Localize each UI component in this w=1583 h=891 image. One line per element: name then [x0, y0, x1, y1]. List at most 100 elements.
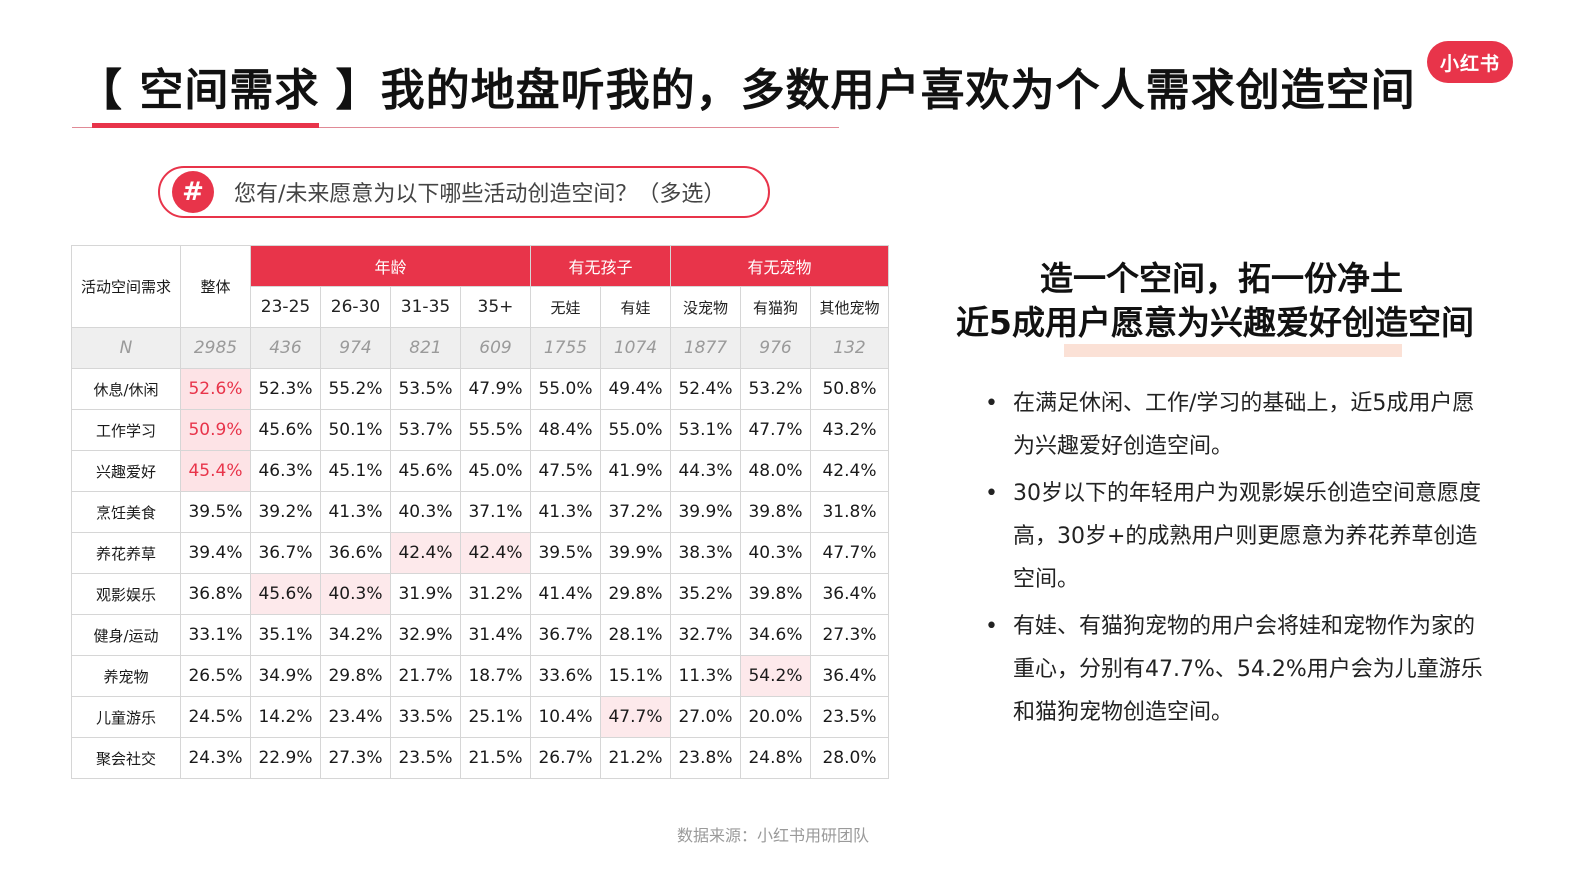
table-cell: 23.5%: [390, 737, 461, 779]
table-cell: 26.7%: [530, 737, 601, 779]
table-cell: 45.6%: [250, 573, 321, 615]
table-cell: 37.1%: [460, 491, 531, 533]
table-cell: 44.3%: [670, 450, 741, 492]
table-cell: 29.8%: [600, 573, 671, 615]
table-cell: 39.9%: [600, 532, 671, 574]
row-label: 兴趣爱好: [71, 450, 181, 492]
table-cell: 29.8%: [320, 655, 391, 697]
insight-subheadline: 近5成用户愿意为兴趣爱好创造空间: [956, 303, 1474, 342]
table-cell: 39.9%: [670, 491, 741, 533]
table-cell: 50.8%: [810, 368, 889, 410]
table-cell: 31.2%: [460, 573, 531, 615]
table-cell: 47.9%: [460, 368, 531, 410]
table-cell: 40.3%: [740, 532, 811, 574]
table-cell: 38.3%: [670, 532, 741, 574]
table-cell: 1755: [530, 327, 601, 369]
subheader: 26-30: [320, 286, 391, 328]
table-cell: 41.3%: [530, 491, 601, 533]
group-header-kids: 有无孩子: [530, 245, 671, 287]
table-cell: 2985: [180, 327, 251, 369]
table-cell: 45.4%: [180, 450, 251, 492]
bullet-icon: •: [985, 391, 998, 416]
list-item: • 30岁以下的年轻用户为观影娱乐创造空间意愿度高，30岁+的成熟用户则更愿意为…: [985, 472, 1505, 601]
group-header-age: 年龄: [250, 245, 531, 287]
row-label: 养花养草: [71, 532, 181, 574]
table-cell: 53.1%: [670, 409, 741, 451]
table-cell: 34.9%: [250, 655, 321, 697]
table-cell: 436: [250, 327, 321, 369]
table-cell: 20.0%: [740, 696, 811, 738]
table-cell: 41.3%: [320, 491, 391, 533]
sample-size-row: N 2985 436 974 821 609 1755 1074 1877 97…: [71, 327, 889, 369]
table-cell: 35.1%: [250, 614, 321, 656]
table-cell: 21.5%: [460, 737, 531, 779]
table-cell: 37.2%: [600, 491, 671, 533]
table-cell: 21.2%: [600, 737, 671, 779]
table-cell: 36.7%: [250, 532, 321, 574]
table-cell: 22.9%: [250, 737, 321, 779]
table-cell: 47.7%: [810, 532, 889, 574]
table-cell: 55.2%: [320, 368, 391, 410]
overall-header: 整体: [180, 245, 251, 328]
table-cell: 39.8%: [740, 491, 811, 533]
row-label: 工作学习: [71, 409, 181, 451]
table-cell: 39.8%: [740, 573, 811, 615]
table-row: 养宠物 26.5% 34.9% 29.8% 21.7% 18.7% 33.6% …: [71, 655, 889, 697]
survey-table: 活动空间需求 整体 年龄 有无孩子 有无宠物 23-25 26-30 31-35…: [71, 245, 889, 779]
table-cell: 36.7%: [530, 614, 601, 656]
table-cell: 31.4%: [460, 614, 531, 656]
table-cell: 45.0%: [460, 450, 531, 492]
bullet-text: 在满足休闲、工作/学习的基础上，近5成用户愿为兴趣爱好创造空间。: [1013, 391, 1475, 459]
hashtag-icon: #: [172, 171, 214, 213]
table-cell: 132: [810, 327, 889, 369]
survey-question: # 您有/未来愿意为以下哪些活动创造空间？（多选）: [158, 166, 770, 218]
page-title: 【 空间需求 】我的地盘听我的，多数用户喜欢为个人需求创造空间: [78, 65, 1416, 116]
table-cell: 55.0%: [600, 409, 671, 451]
table-cell: 41.9%: [600, 450, 671, 492]
table-cell: 14.2%: [250, 696, 321, 738]
table-cell: 55.0%: [530, 368, 601, 410]
table-cell: 39.4%: [180, 532, 251, 574]
table-row: 儿童游乐 24.5% 14.2% 23.4% 33.5% 25.1% 10.4%…: [71, 696, 889, 738]
subheader: 35+: [460, 286, 531, 328]
table-cell: 609: [460, 327, 531, 369]
table-cell: 50.9%: [180, 409, 251, 451]
table-cell: N: [71, 327, 181, 369]
bullet-text: 有娃、有猫狗宠物的用户会将娃和宠物作为家的重心，分别有47.7%、54.2%用户…: [1013, 614, 1483, 725]
group-header-pets: 有无宠物: [670, 245, 889, 287]
table-cell: 18.7%: [460, 655, 531, 697]
table-cell: 52.3%: [250, 368, 321, 410]
table-cell: 42.4%: [460, 532, 531, 574]
table-cell: 54.2%: [740, 655, 811, 697]
table-cell: 40.3%: [320, 573, 391, 615]
table-cell: 26.5%: [180, 655, 251, 697]
insight-headline: 造一个空间，拓一份净土: [1040, 259, 1403, 298]
table-cell: 45.6%: [250, 409, 321, 451]
table-row: 烹饪美食 39.5% 39.2% 41.3% 40.3% 37.1% 41.3%…: [71, 491, 889, 533]
row-label: 养宠物: [71, 655, 181, 697]
subheader: 23-25: [250, 286, 321, 328]
table-row: 养花养草 39.4% 36.7% 36.6% 42.4% 42.4% 39.5%…: [71, 532, 889, 574]
table-cell: 35.2%: [670, 573, 741, 615]
bullet-icon: •: [985, 481, 998, 506]
row-label: 烹饪美食: [71, 491, 181, 533]
table-cell: 43.2%: [810, 409, 889, 451]
table-cell: 36.4%: [810, 573, 889, 615]
table-cell: 24.8%: [740, 737, 811, 779]
table-cell: 47.7%: [600, 696, 671, 738]
subheader: 其他宠物: [810, 286, 889, 328]
table-cell: 24.5%: [180, 696, 251, 738]
table-cell: 48.0%: [740, 450, 811, 492]
table-cell: 31.8%: [810, 491, 889, 533]
table-cell: 53.5%: [390, 368, 461, 410]
table-cell: 31.9%: [390, 573, 461, 615]
table-cell: 25.1%: [460, 696, 531, 738]
table-row: 聚会社交 24.3% 22.9% 27.3% 23.5% 21.5% 26.7%…: [71, 737, 889, 779]
table-cell: 46.3%: [250, 450, 321, 492]
table-cell: 33.5%: [390, 696, 461, 738]
table-cell: 53.7%: [390, 409, 461, 451]
subheader: 有娃: [600, 286, 671, 328]
stub-header: 活动空间需求: [71, 245, 181, 328]
row-label: 儿童游乐: [71, 696, 181, 738]
table-row: 休息/休闲 52.6% 52.3% 55.2% 53.5% 47.9% 55.0…: [71, 368, 889, 410]
